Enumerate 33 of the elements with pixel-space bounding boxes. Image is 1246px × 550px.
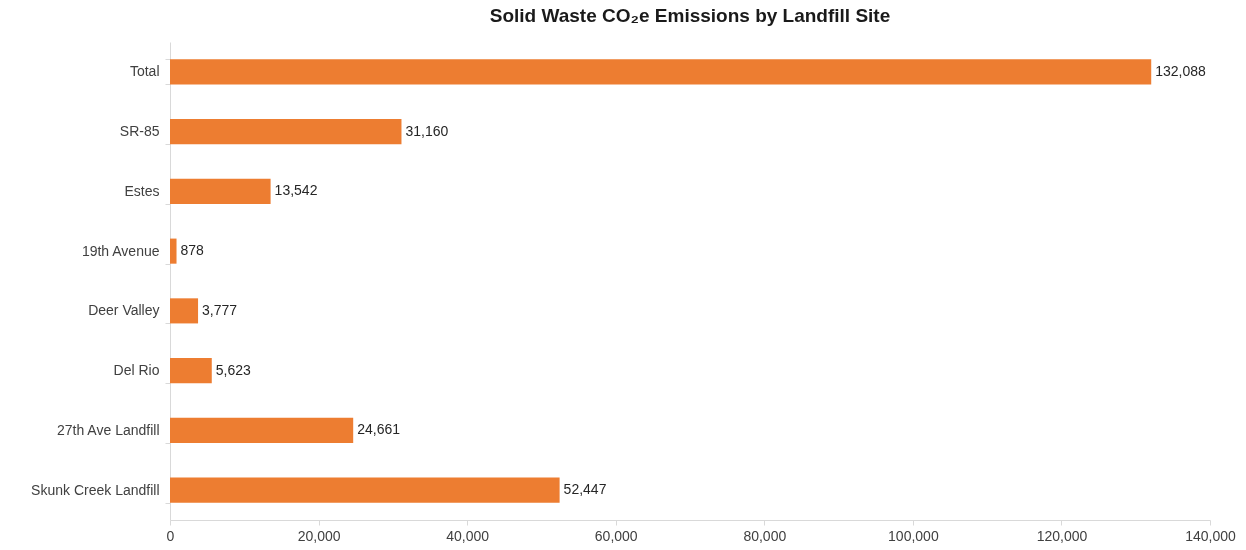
y-tick-label: SR-85 <box>119 123 160 140</box>
bar <box>170 59 1152 85</box>
y-tick-label: Total <box>129 63 160 80</box>
data-label: 878 <box>180 242 205 259</box>
x-tick-label: 40,000 <box>446 527 490 544</box>
x-tick-label: 140,000 <box>1185 527 1237 544</box>
data-label: 31,160 <box>405 122 449 139</box>
y-tick-label: Del Rio <box>113 362 160 379</box>
bar <box>170 477 560 503</box>
data-label: 24,661 <box>357 421 401 438</box>
bar <box>170 417 354 443</box>
data-label: 52,447 <box>563 481 607 498</box>
data-label: 5,623 <box>215 361 252 378</box>
chart-title: Solid Waste CO₂e Emissions by Landfill Site <box>489 5 891 26</box>
data-label: 132,088 <box>1155 62 1207 79</box>
bar <box>170 238 177 264</box>
bar <box>170 178 271 204</box>
y-tick-label: Estes <box>124 182 160 199</box>
bar <box>170 298 199 324</box>
x-tick-label: 120,000 <box>1036 527 1088 544</box>
bar <box>170 119 402 145</box>
data-label: 3,777 <box>202 301 238 318</box>
y-tick-label: Deer Valley <box>88 302 160 319</box>
x-tick-label: 80,000 <box>743 527 787 544</box>
x-tick-label: 0 <box>166 527 175 544</box>
bar <box>170 358 212 384</box>
y-tick-label: 19th Avenue <box>81 242 160 259</box>
y-tick-label: 27th Ave Landfill <box>57 421 160 438</box>
x-tick-label: 20,000 <box>297 527 341 544</box>
data-label: 13,542 <box>274 182 318 199</box>
y-tick-label: Skunk Creek Landfill <box>31 481 160 498</box>
x-tick-label: 60,000 <box>594 527 638 544</box>
x-tick-label: 100,000 <box>888 527 939 544</box>
